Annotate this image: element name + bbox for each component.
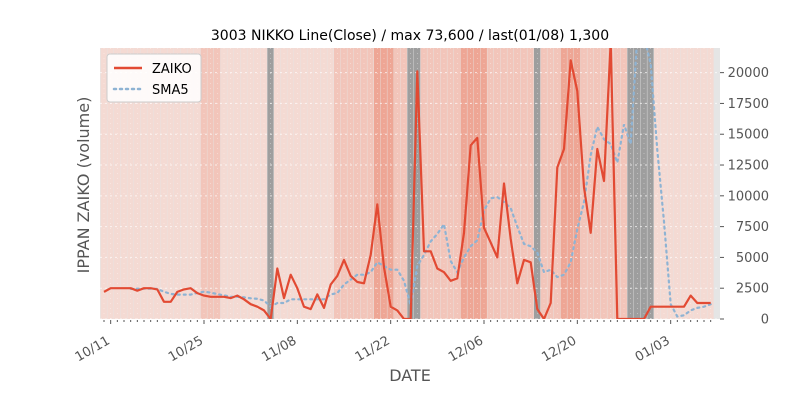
legend-label-sma5: SMA5 (152, 83, 189, 98)
series-line-zaiko (103, 48, 711, 319)
x-axis-label: DATE (389, 366, 431, 385)
series-layer (103, 48, 712, 319)
y-tick-label: 17500 (728, 97, 769, 112)
y-tick-label: 7500 (736, 220, 769, 235)
y-tick-label: 5000 (736, 251, 769, 266)
chart-title: 3003 NIKKO Line(Close) / max 73,600 / la… (211, 28, 609, 44)
legend-label-zaiko: ZAIKO (152, 62, 192, 77)
y-axis-label: IPPAN ZAIKO (volume) (74, 97, 93, 274)
y-tick-label: 20000 (728, 66, 769, 81)
y-tick-label: 10000 (728, 189, 769, 204)
y-tick-label: 2500 (736, 282, 769, 297)
legend-box (106, 53, 202, 103)
legend: ZAIKO SMA5 (106, 53, 202, 103)
y-tick-label: 15000 (728, 128, 769, 143)
y-tick-label: 12500 (728, 159, 769, 174)
y-tick-label: 0 (761, 313, 769, 328)
